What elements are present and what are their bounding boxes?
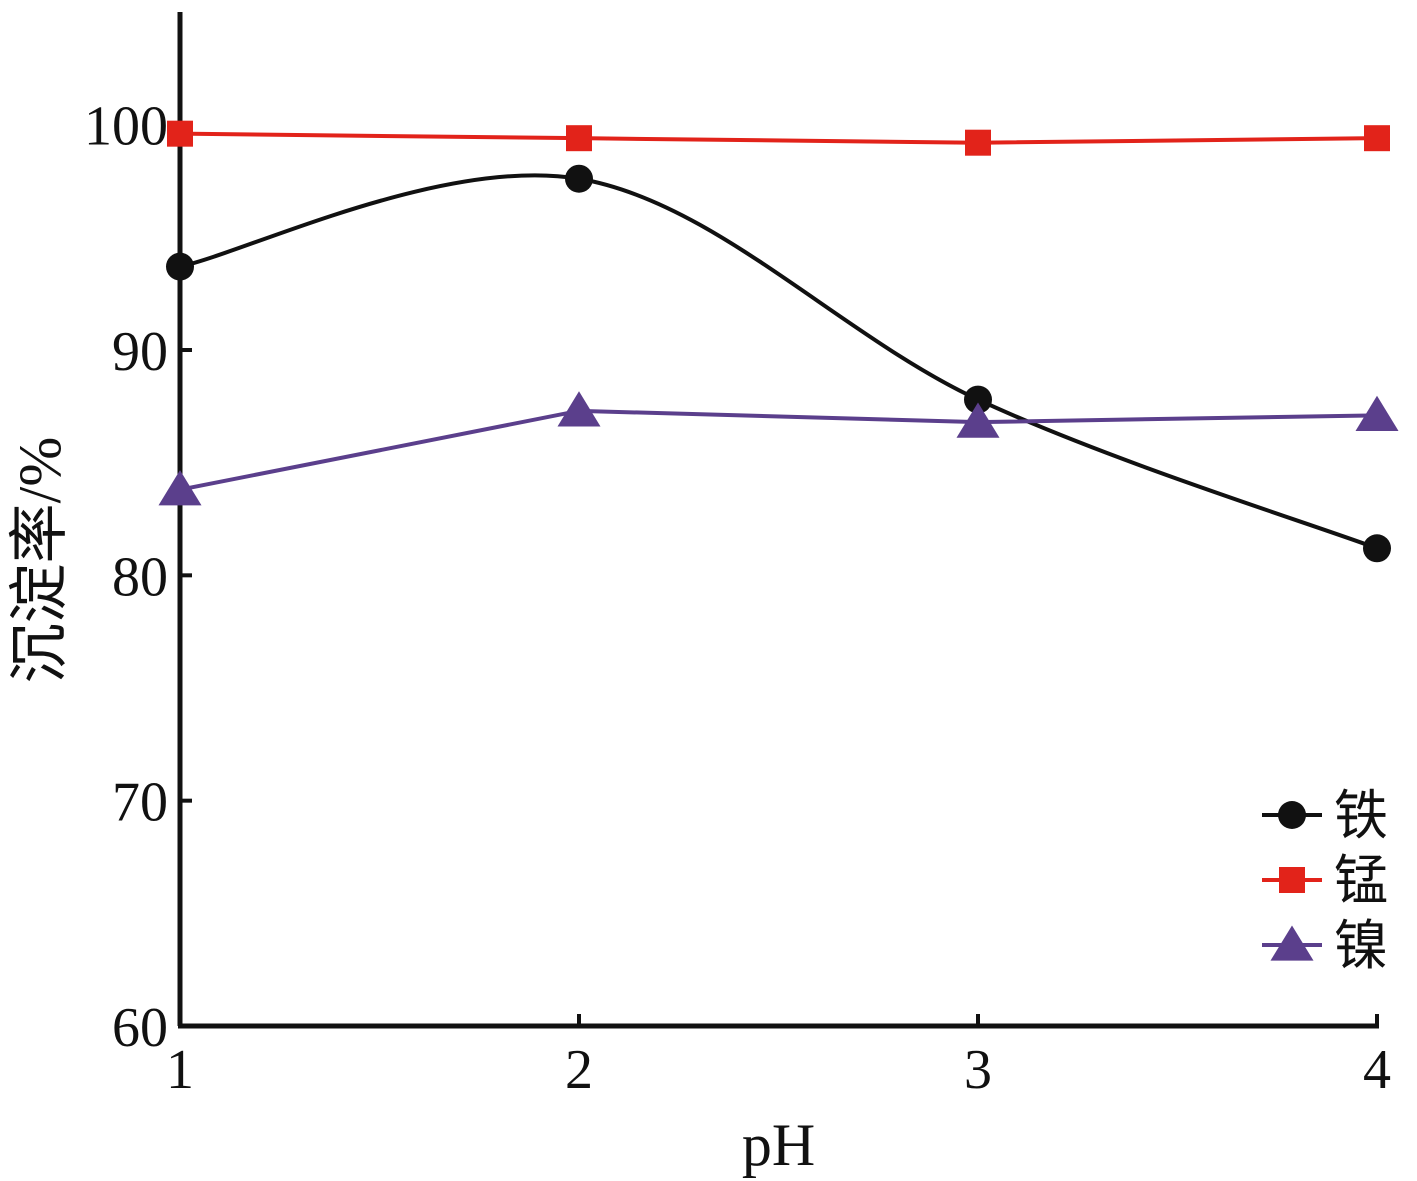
axes [177,12,1379,1029]
legend-item-fe: 铁 [1262,784,1388,847]
x-ticks: 1 2 3 4 [166,1014,1391,1101]
series-fe-point [1363,534,1391,563]
series-fe-point [166,252,194,281]
x-tick-label: 2 [565,1039,593,1101]
y-tick-label: 90 [112,321,168,383]
x-axis-title: pH [742,1112,815,1178]
series-mn-point [566,125,592,152]
legend-label-fe: 铁 [1334,784,1388,847]
legend-marker-fe [1278,801,1306,829]
series-mn [167,120,1390,156]
legend-marker-ni [1270,925,1314,961]
series-ni-line [179,408,1378,492]
legend-label-mn: 锰 [1334,849,1388,912]
series-layer [158,120,1399,563]
series-ni-point [956,402,1000,438]
y-ticks: 60 70 80 90 100 [84,96,192,1059]
series-ni-point [158,470,202,506]
series-mn-point [167,120,193,147]
series-ni-point [1355,395,1399,431]
series-ni [158,391,1399,506]
series-fe-point [964,385,992,414]
series-fe-point [565,164,593,193]
series-ni-point [557,391,601,427]
y-tick-label: 100 [84,96,168,158]
y-tick-label: 80 [112,546,168,608]
legend: 铁锰镍 [1262,784,1388,977]
legend-marker-mn [1279,867,1305,893]
x-tick-label: 4 [1363,1039,1391,1101]
y-axis-title: 沉淀率/% [7,437,73,684]
y-tick-label: 60 [112,997,168,1059]
series-fe-line [179,173,1378,551]
series-mn-point [965,129,991,156]
legend-item-ni: 镍 [1262,914,1388,977]
series-mn-line [179,131,1378,145]
legend-label-ni: 镍 [1334,914,1388,977]
x-tick-label: 1 [166,1039,194,1101]
series-fe [166,164,1391,563]
x-tick-label: 3 [964,1039,992,1101]
y-tick-label: 70 [112,772,168,834]
legend-item-mn: 锰 [1262,849,1388,912]
series-mn-point [1364,125,1390,152]
